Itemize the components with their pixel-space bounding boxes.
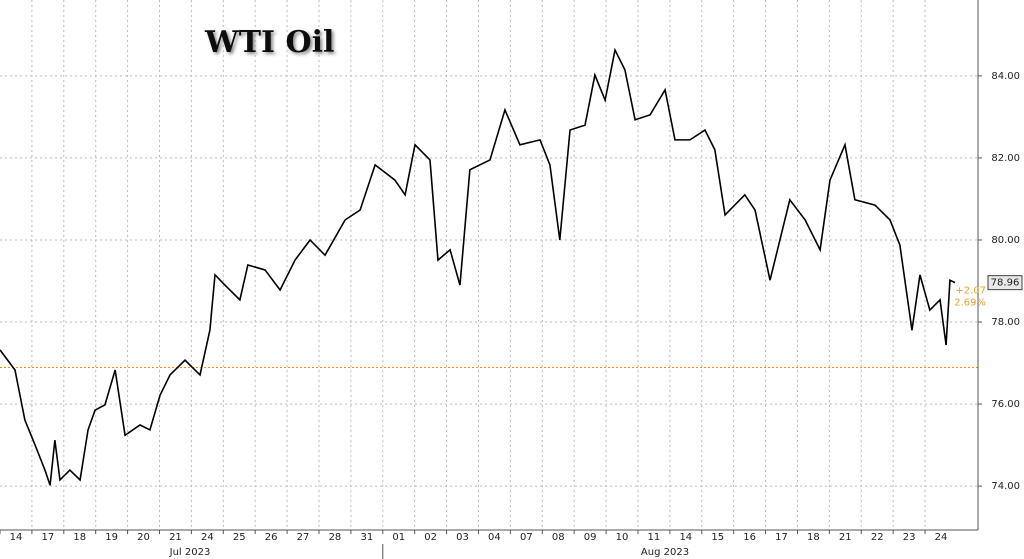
x-tick-label: 20 [137, 532, 150, 543]
x-tick-label: 16 [743, 532, 756, 543]
x-tick-label: 28 [329, 532, 342, 543]
x-tick-label: 22 [871, 532, 884, 543]
y-tick-label: 74.00 [991, 481, 1020, 492]
x-tick-label: 14 [679, 532, 692, 543]
x-tick-label: 18 [73, 532, 86, 543]
x-tick-label: 11 [648, 532, 661, 543]
x-tick-label: 04 [488, 532, 501, 543]
x-tick-label: 21 [169, 532, 182, 543]
last-price-label: 78.96 [991, 278, 1020, 289]
x-tick-label: 24 [201, 532, 214, 543]
x-tick-label: 17 [775, 532, 788, 543]
x-tick-label: 26 [265, 532, 278, 543]
y-tick-label: 76.00 [991, 399, 1020, 410]
x-tick-label: 03 [456, 532, 469, 543]
x-tick-label: 02 [424, 532, 437, 543]
x-tick-label: 27 [297, 532, 310, 543]
y-tick-label: 78.00 [991, 317, 1020, 328]
x-tick-label: 14 [10, 532, 23, 543]
last-price-box [987, 275, 1023, 291]
plot [0, 47, 956, 486]
grid [0, 0, 978, 530]
x-tick-label: 19 [105, 532, 118, 543]
x-tick-label: 08 [552, 532, 565, 543]
y-tick-label: 82.00 [991, 153, 1020, 164]
change-label: +2.07 [955, 286, 986, 297]
month-label: Jul 2023 [169, 547, 211, 558]
x-tick-label: 09 [584, 532, 597, 543]
x-tick-label: 31 [360, 532, 373, 543]
x-tick-label: 01 [392, 532, 405, 543]
price-line [0, 47, 956, 486]
x-tick-label: 10 [616, 532, 629, 543]
x-tick-label: 17 [41, 532, 54, 543]
x-tick-label: 15 [711, 532, 724, 543]
month-label: Aug 2023 [641, 547, 689, 558]
x-tick-label: 25 [233, 532, 246, 543]
x-tick-label: 21 [839, 532, 852, 543]
x-tick-label: 24 [935, 532, 948, 543]
x-tick-label: 23 [903, 532, 916, 543]
x-tick-label: 18 [807, 532, 820, 543]
y-tick-label: 84.00 [991, 71, 1020, 82]
chart-title: WTI Oil [204, 25, 334, 60]
x-tick-label: 07 [520, 532, 533, 543]
y-tick-label: 80.00 [991, 235, 1020, 246]
change-label: 2.69% [954, 298, 986, 309]
